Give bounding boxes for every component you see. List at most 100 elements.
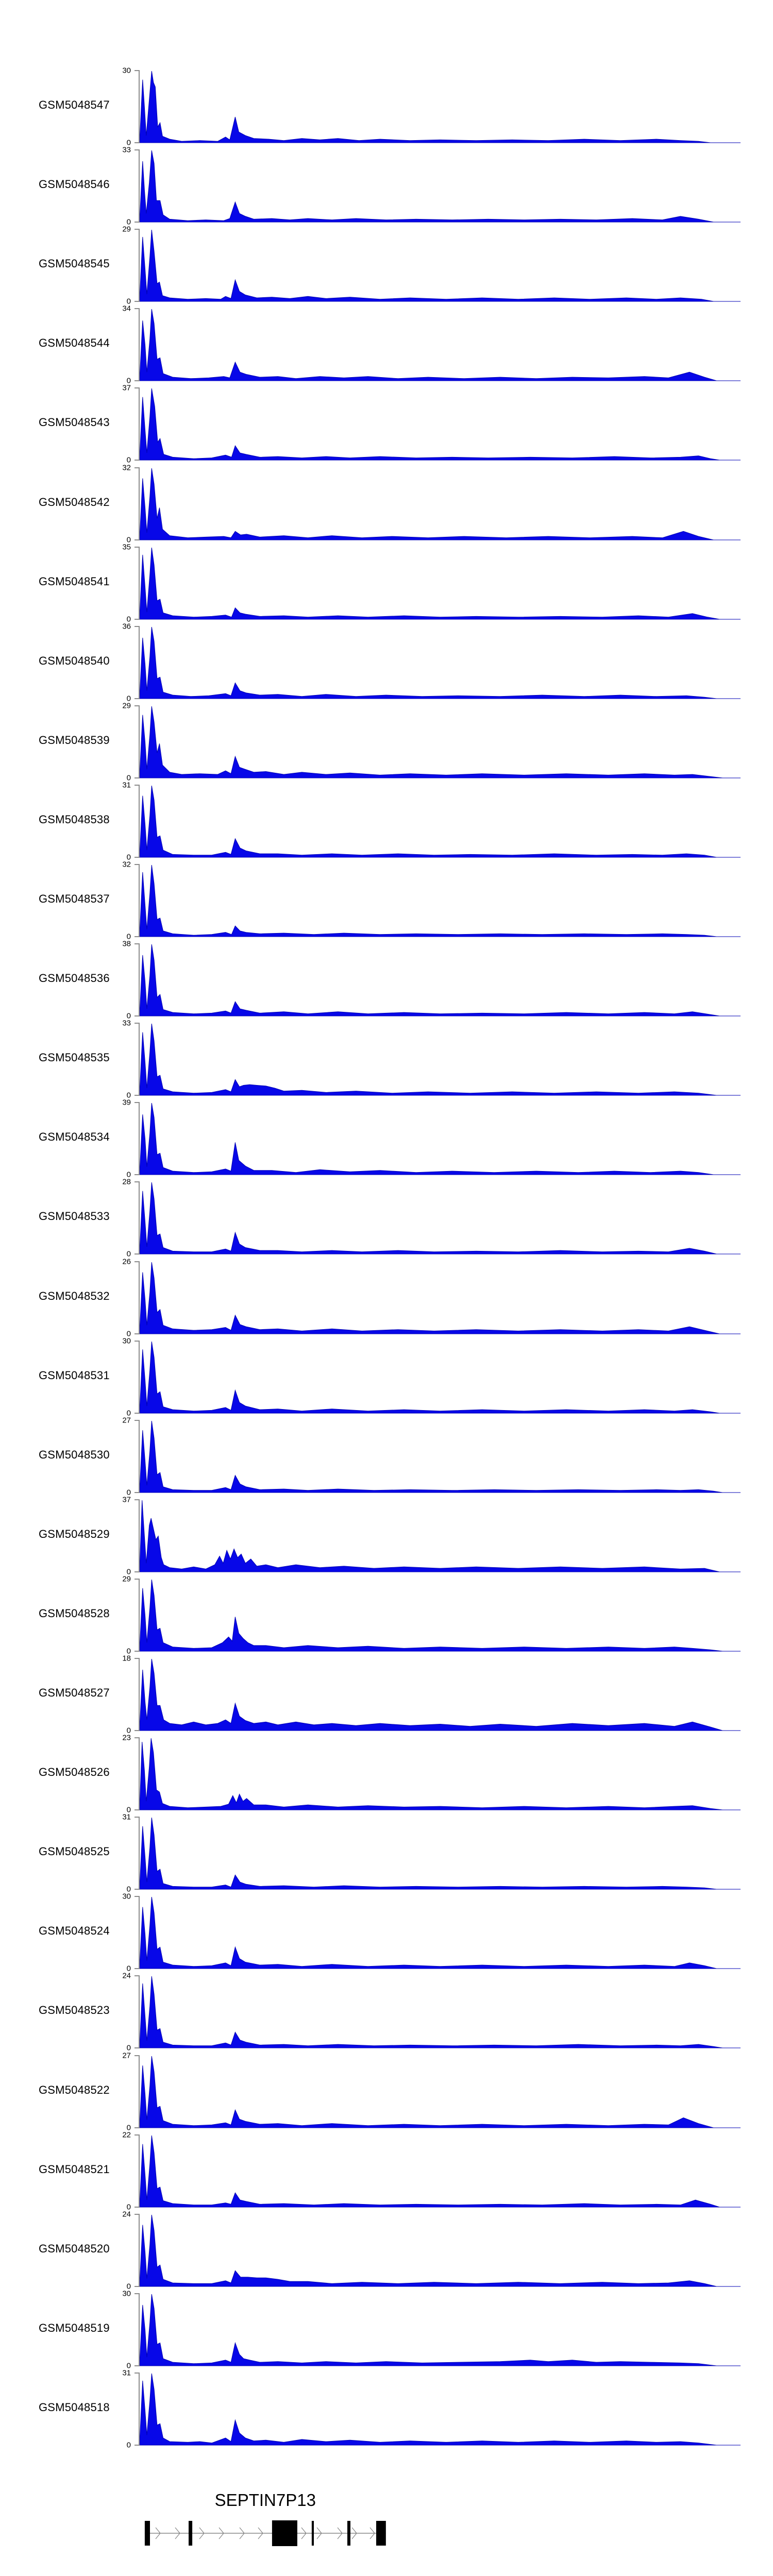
y-axis-bottom-tick: [135, 2127, 140, 2128]
y-axis-top-tick: [135, 2293, 140, 2294]
y-axis-zero-label: 0: [126, 1567, 131, 1577]
y-axis-max-label: 29: [122, 225, 131, 234]
track-sample-label: GSM5048536: [39, 972, 110, 985]
y-axis-max-label: 34: [122, 304, 131, 313]
y-axis-zero-label: 0: [126, 376, 131, 385]
strand-arrow-icon: [175, 2527, 180, 2539]
track-sample-label: GSM5048537: [39, 892, 110, 905]
coverage-polygon: [140, 1262, 741, 1334]
y-axis-max-label: 23: [122, 1733, 131, 1742]
y-axis-bottom-tick: [135, 1015, 140, 1016]
y-axis-top-tick: [135, 1975, 140, 1976]
y-axis-zero-label: 0: [126, 455, 131, 465]
coverage-polygon: [140, 1420, 741, 1493]
y-axis-top-tick: [135, 308, 140, 309]
track-sample-label: GSM5048528: [39, 1607, 110, 1620]
track-sample-label: GSM5048526: [39, 1766, 110, 1778]
y-axis-top-tick: [135, 2134, 140, 2136]
y-axis-top-tick: [135, 1420, 140, 1421]
y-axis-zero-label: 0: [126, 2441, 131, 2450]
track-row: GSM5048527 18 0: [0, 1654, 773, 1735]
y-axis-zero-label: 0: [126, 1170, 131, 1179]
y-axis-bottom-tick: [135, 2047, 140, 2048]
coverage-polygon: [140, 2294, 741, 2366]
coverage-area-plot: [140, 1896, 741, 1969]
y-axis-bottom-tick: [135, 301, 140, 302]
y-axis-zero-label: 0: [126, 535, 131, 545]
y-axis-top-tick: [135, 785, 140, 786]
y-axis-line: [139, 1182, 140, 1255]
y-axis-zero-label: 0: [126, 1885, 131, 1894]
track-sample-label: GSM5048547: [39, 98, 110, 111]
coverage-polygon: [140, 1579, 741, 1652]
coverage-polygon: [140, 944, 741, 1016]
y-axis-bottom-tick: [135, 460, 140, 461]
y-axis-top-tick: [135, 943, 140, 944]
y-axis-max-label: 27: [122, 1416, 131, 1425]
y-axis-max-label: 38: [122, 939, 131, 948]
track-row: GSM5048545 29 0: [0, 225, 773, 306]
coverage-polygon: [140, 2373, 741, 2446]
coverage-area-plot: [140, 1579, 741, 1652]
coverage-polygon: [140, 1658, 741, 1731]
coverage-area-plot: [140, 150, 741, 223]
y-axis-line: [139, 1103, 140, 1175]
track-sample-label: GSM5048523: [39, 2004, 110, 2016]
y-axis-bottom-tick: [135, 1730, 140, 1731]
gene-exon: [189, 2521, 193, 2546]
track-row: GSM5048528 29 0: [0, 1575, 773, 1656]
y-axis-max-label: 22: [122, 2130, 131, 2140]
track-sample-label: GSM5048541: [39, 575, 110, 588]
y-axis-top-tick: [135, 149, 140, 150]
y-axis-bottom-tick: [135, 1571, 140, 1572]
coverage-area-plot: [140, 944, 741, 1016]
coverage-area-plot: [140, 1658, 741, 1731]
y-axis-line: [139, 1896, 140, 1969]
y-axis-line: [139, 1500, 140, 1572]
coverage-polygon: [140, 1023, 741, 1096]
track-row: GSM5048518 31 0: [0, 2369, 773, 2450]
y-axis-line: [139, 865, 140, 937]
track-sample-label: GSM5048527: [39, 1686, 110, 1699]
coverage-area-plot: [140, 865, 741, 937]
gene-exon: [144, 2521, 150, 2546]
strand-arrow-icon: [351, 2527, 357, 2539]
y-axis-zero-label: 0: [126, 1091, 131, 1100]
track-row: GSM5048541 35 0: [0, 543, 773, 624]
track-row: GSM5048531 30 0: [0, 1337, 773, 1418]
y-axis-zero-label: 0: [126, 1249, 131, 1259]
coverage-area-plot: [140, 2373, 741, 2446]
track-sample-label: GSM5048532: [39, 1290, 110, 1302]
coverage-area-plot: [140, 2135, 741, 2208]
track-sample-label: GSM5048540: [39, 654, 110, 667]
y-axis-zero-label: 0: [126, 773, 131, 783]
coverage-polygon: [140, 388, 741, 461]
y-axis-bottom-tick: [135, 2365, 140, 2366]
y-axis-bottom-tick: [135, 1413, 140, 1414]
coverage-area-plot: [140, 626, 741, 699]
strand-arrow-icon: [239, 2527, 245, 2539]
track-row: GSM5048547 30 0: [0, 66, 773, 147]
y-axis-line: [139, 626, 140, 699]
strand-arrow-icon: [316, 2527, 322, 2539]
coverage-area-plot: [140, 388, 741, 461]
strand-arrow-icon: [369, 2527, 375, 2539]
coverage-polygon: [140, 468, 741, 540]
coverage-area-plot: [140, 309, 741, 381]
coverage-polygon: [140, 2135, 741, 2208]
coverage-area-plot: [140, 1817, 741, 1890]
y-axis-bottom-tick: [135, 222, 140, 223]
y-axis-top-tick: [135, 705, 140, 706]
coverage-polygon: [140, 1896, 741, 1969]
track-row: GSM5048522 27 0: [0, 2052, 773, 2132]
y-axis-line: [139, 2294, 140, 2366]
y-axis-zero-label: 0: [126, 217, 131, 227]
y-axis-line: [139, 71, 140, 143]
y-axis-zero-label: 0: [126, 1409, 131, 1418]
y-axis-bottom-tick: [135, 2286, 140, 2287]
coverage-polygon: [140, 1738, 741, 1810]
y-axis-bottom-tick: [135, 539, 140, 540]
coverage-polygon: [140, 2056, 741, 2128]
coverage-polygon: [140, 1182, 741, 1255]
y-axis-bottom-tick: [135, 380, 140, 381]
